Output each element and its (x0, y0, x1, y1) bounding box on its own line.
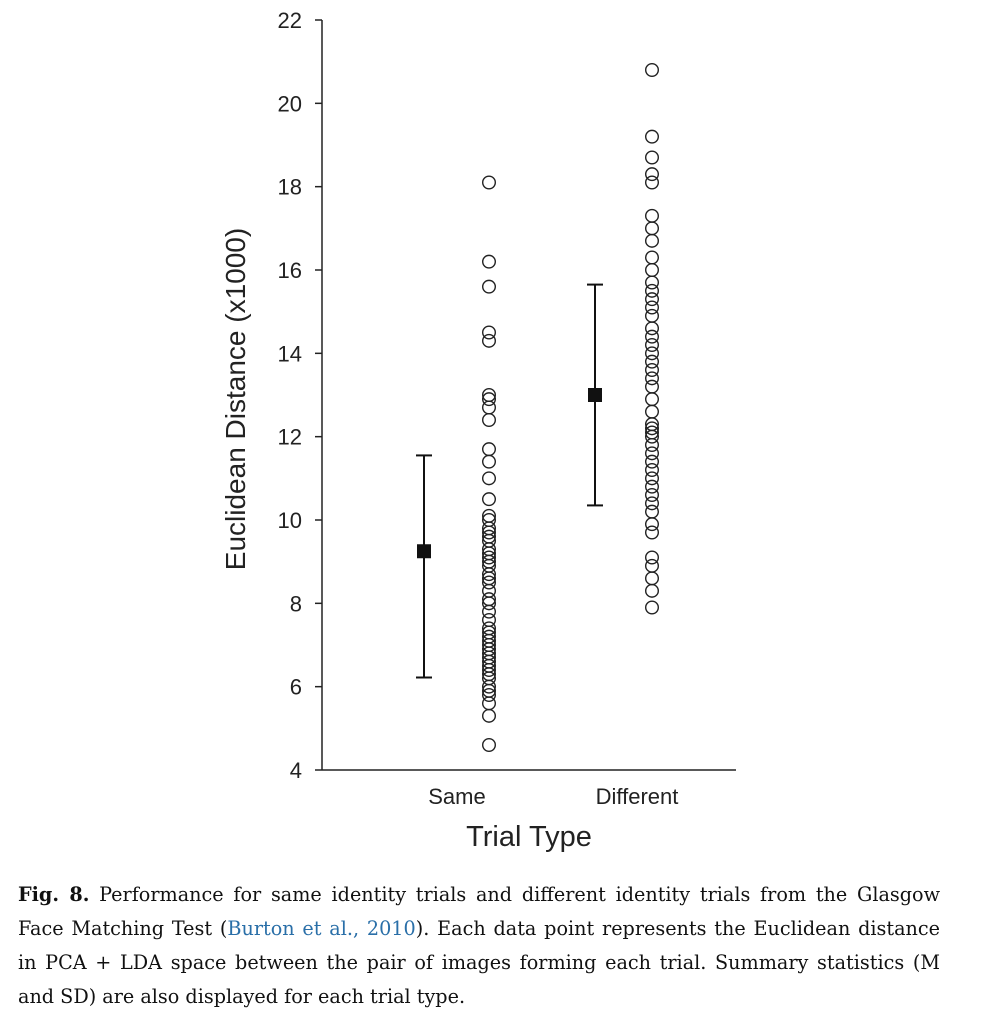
y-tick-label: 20 (278, 91, 302, 116)
data-point (482, 575, 497, 590)
data-point (645, 329, 660, 344)
data-point (645, 504, 660, 519)
data-point (482, 392, 497, 407)
data-point (645, 363, 660, 378)
data-point (645, 446, 660, 461)
data-point (482, 513, 497, 528)
data-point (482, 254, 497, 269)
data-point (482, 629, 497, 644)
axes (321, 20, 736, 771)
y-tick-label: 6 (290, 675, 302, 700)
data-point (645, 338, 660, 353)
x-category-label: Different (596, 784, 679, 809)
data-point (482, 325, 497, 340)
data-point (482, 708, 497, 723)
data-point (645, 404, 660, 419)
summary-statistics (416, 283, 603, 679)
data-point (482, 333, 497, 348)
data-point (645, 421, 660, 436)
data-point (645, 488, 660, 503)
data-point (482, 738, 497, 753)
data-point (482, 529, 497, 544)
caption-text-before: Performance for same identity trials and… (18, 883, 940, 940)
y-tick-label: 10 (278, 508, 302, 533)
data-point (645, 392, 660, 407)
data-point (645, 517, 660, 532)
data-point (645, 346, 660, 361)
data-point (645, 496, 660, 511)
data-point (482, 471, 497, 486)
data-point (645, 150, 660, 165)
data-point (645, 175, 660, 190)
data-point (645, 275, 660, 290)
data-point (645, 233, 660, 248)
data-point (645, 558, 660, 573)
y-ticks: 4 6 8 10 12 14 16 18 20 22 (278, 8, 322, 783)
data-point (645, 583, 660, 598)
x-category-label: Same (428, 784, 485, 809)
data-point (482, 175, 497, 190)
figure-label: Fig. 8. (18, 883, 90, 906)
y-tick-label: 4 (290, 758, 302, 783)
data-point (482, 508, 497, 523)
data-point (645, 308, 660, 323)
citation-link[interactable]: Burton et al., 2010 (227, 917, 416, 940)
data-point (482, 388, 497, 403)
data-point (645, 63, 660, 78)
data-point (645, 525, 660, 540)
data-point (645, 463, 660, 478)
mean-marker (588, 388, 602, 402)
data-point (482, 688, 497, 703)
y-tick-label: 18 (278, 175, 302, 200)
data-point (645, 371, 660, 386)
data-point (645, 425, 660, 440)
data-point (482, 621, 497, 636)
data-point (645, 471, 660, 486)
scatter-chart: 4 6 8 10 12 14 16 18 20 22 Same Different Euclidea… (220, 8, 736, 853)
data-point (645, 354, 660, 369)
data-point (645, 221, 660, 236)
data-point (645, 208, 660, 223)
data-points (482, 63, 660, 753)
data-point (645, 550, 660, 565)
data-point (645, 167, 660, 182)
data-point (645, 379, 660, 394)
data-point (482, 592, 497, 607)
data-point (645, 129, 660, 144)
y-tick-label: 12 (278, 425, 302, 450)
data-point (482, 613, 497, 628)
data-point (645, 454, 660, 469)
data-point (645, 263, 660, 278)
data-point (645, 479, 660, 494)
data-point (482, 442, 497, 457)
figure-caption: Fig. 8. Performance for same identity tr… (18, 878, 940, 1014)
data-point (645, 283, 660, 298)
data-point (645, 321, 660, 336)
data-point (482, 279, 497, 294)
mean-marker (417, 544, 431, 559)
data-point (645, 250, 660, 265)
data-point (645, 600, 660, 615)
data-point (482, 550, 497, 565)
data-point (482, 492, 497, 507)
y-tick-label: 16 (278, 258, 302, 283)
data-point (482, 454, 497, 469)
data-point (482, 413, 497, 428)
y-tick-label: 22 (278, 8, 302, 33)
y-tick-label: 8 (290, 591, 302, 616)
y-tick-label: 14 (278, 341, 302, 366)
x-axis-title: Trial Type (466, 821, 592, 853)
y-axis-title: Euclidean Distance (x1000) (220, 228, 251, 570)
data-point (645, 292, 660, 307)
data-point (645, 300, 660, 315)
data-point (645, 571, 660, 586)
x-category-labels: Same Different (428, 784, 678, 809)
caption-text-after: ). Each data point represents the Euclid… (18, 917, 941, 1008)
